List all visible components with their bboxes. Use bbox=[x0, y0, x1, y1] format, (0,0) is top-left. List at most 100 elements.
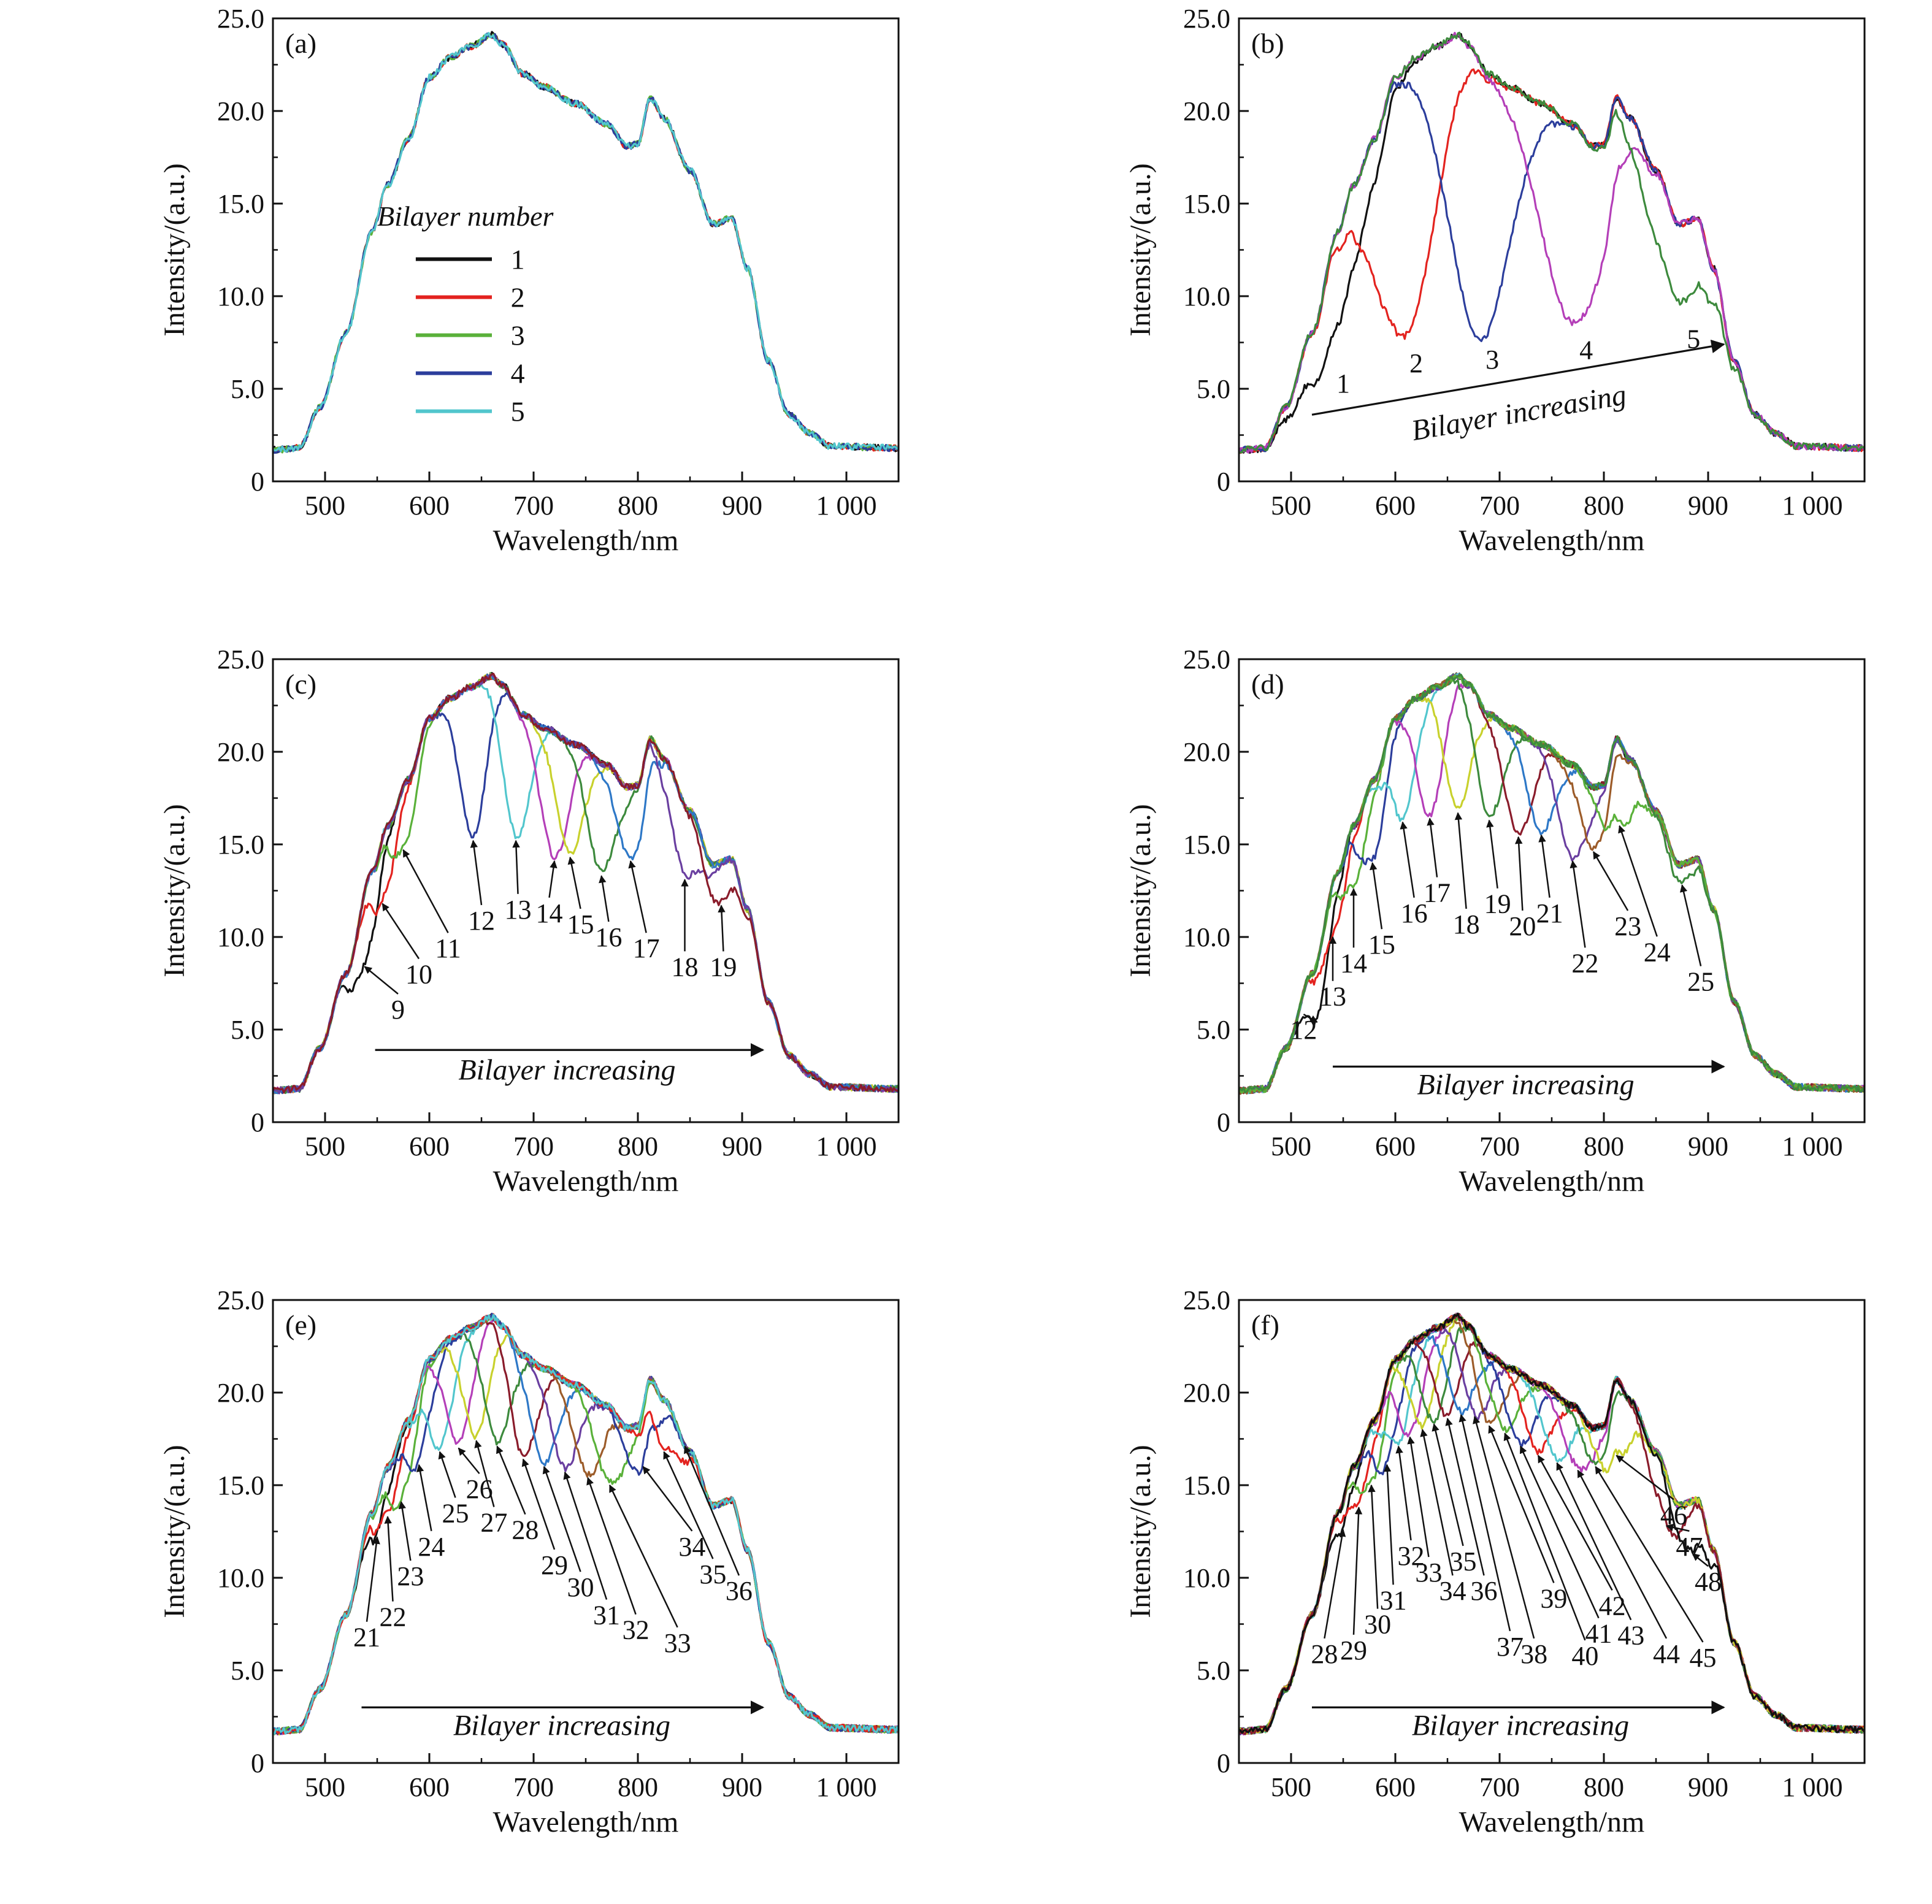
bilayer-label: 21 bbox=[353, 1623, 380, 1653]
minimum-pointer-arrow bbox=[1618, 825, 1658, 937]
bilayer-label: 48 bbox=[1695, 1567, 1722, 1597]
x-tick-label: 800 bbox=[1584, 1131, 1624, 1161]
y-tick-label: 0 bbox=[251, 467, 264, 497]
y-tick-label: 0 bbox=[1217, 467, 1230, 497]
minimum-pointer-arrow bbox=[1395, 1445, 1412, 1541]
panel-b: 500 600 700 800 900 1 000 0 5.0 10.0 15.0 20.0 25.0… bbox=[966, 0, 1932, 619]
minimum-pointer-arrow bbox=[628, 860, 647, 933]
series-line-17 bbox=[1239, 682, 1865, 1095]
y-tick-label: 20.0 bbox=[1183, 737, 1230, 767]
y-tick-label: 5.0 bbox=[1197, 374, 1230, 404]
legend-entry: 2 bbox=[511, 282, 525, 313]
bilayer-label: 18 bbox=[1453, 909, 1480, 939]
bilayer-increasing-text: Bilayer increasing bbox=[453, 1710, 670, 1742]
bilayer-label: 33 bbox=[664, 1628, 691, 1658]
minimum-pointer-arrow bbox=[1537, 1455, 1613, 1591]
bilayer-increasing-text: Bilayer increasing bbox=[458, 1054, 675, 1087]
y-tick-label: 5.0 bbox=[1197, 1656, 1230, 1686]
y-axis-label: Intensity/(a.u.) bbox=[1124, 1445, 1157, 1618]
y-tick-label: 10.0 bbox=[217, 922, 264, 952]
minimum-pointer-arrow bbox=[1454, 812, 1467, 909]
chart-e: 500 600 700 800 900 1 000 0 5.0 10.0 15.0 20.0 25.0… bbox=[158, 1285, 900, 1838]
bilayer-label: 27 bbox=[480, 1508, 507, 1538]
bilayer-label: 40 bbox=[1571, 1641, 1598, 1671]
bilayer-label: 28 bbox=[512, 1515, 539, 1545]
bilayer-label: 45 bbox=[1690, 1643, 1717, 1673]
minimum-pointer-arrow bbox=[1407, 1436, 1430, 1558]
bilayer-label: 41 bbox=[1585, 1619, 1612, 1649]
bilayer-label: 33 bbox=[1415, 1558, 1442, 1588]
minimum-pointer-arrow bbox=[1486, 819, 1498, 889]
minimum-pointer-arrow bbox=[366, 1536, 380, 1622]
panel-label: (f) bbox=[1251, 1309, 1279, 1340]
x-tick-label: 1 000 bbox=[816, 1772, 877, 1802]
bilayer-label: 14 bbox=[536, 898, 563, 928]
plot-frame bbox=[272, 658, 900, 1123]
y-tick-label: 10.0 bbox=[217, 281, 264, 312]
bilayer-label: 31 bbox=[593, 1600, 620, 1631]
minimum-pointer-arrow bbox=[1369, 862, 1383, 930]
x-tick-label: 500 bbox=[305, 1131, 345, 1161]
minimum-pointer-arrow bbox=[542, 1466, 581, 1572]
panel-label: (c) bbox=[285, 668, 316, 700]
minimum-pointer-arrow bbox=[1503, 1432, 1586, 1641]
bilayer-label: 15 bbox=[1368, 930, 1395, 960]
x-tick-label: 700 bbox=[513, 491, 554, 521]
y-tick-label: 10.0 bbox=[217, 1563, 264, 1593]
bilayer-label: 42 bbox=[1599, 1591, 1626, 1621]
bilayer-label: 4 bbox=[1579, 335, 1593, 365]
series-line-13 bbox=[273, 682, 899, 1094]
y-tick-label: 15.0 bbox=[1183, 1470, 1230, 1501]
bilayer-label: 47 bbox=[1676, 1532, 1703, 1562]
y-tick-label: 25.0 bbox=[217, 4, 264, 34]
x-axis-label: Wavelength/nm bbox=[493, 1165, 679, 1198]
bilayer-label: 22 bbox=[380, 1602, 407, 1632]
x-tick-label: 500 bbox=[1271, 491, 1311, 521]
bilayer-label: 43 bbox=[1617, 1621, 1644, 1651]
bilayer-label: 1 bbox=[1336, 369, 1350, 399]
panel-c: 500 600 700 800 900 1 000 0 5.0 10.0 15.0 20.0 25.0… bbox=[0, 641, 966, 1260]
y-tick-label: 20.0 bbox=[217, 1378, 264, 1408]
series-line-25 bbox=[1239, 673, 1865, 1094]
bilayer-label: 20 bbox=[1509, 911, 1536, 941]
y-tick-label: 5.0 bbox=[231, 1656, 264, 1686]
bilayer-increasing-arrow bbox=[1311, 339, 1725, 416]
bilayer-label: 26 bbox=[466, 1474, 493, 1504]
y-axis-label: Intensity/(a.u.) bbox=[158, 163, 191, 337]
bilayer-label: 34 bbox=[1439, 1576, 1466, 1606]
bilayer-label: 44 bbox=[1653, 1639, 1680, 1669]
plot-frame bbox=[272, 17, 900, 483]
bilayer-label: 29 bbox=[1340, 1635, 1367, 1665]
x-tick-label: 500 bbox=[305, 491, 345, 521]
bilayer-label: 15 bbox=[567, 909, 594, 939]
minimum-pointer-arrow bbox=[1679, 884, 1702, 966]
bilayer-label: 13 bbox=[505, 895, 532, 925]
bilayer-increasing-text: Bilayer increasing bbox=[1409, 378, 1628, 447]
minimum-pointer-arrow bbox=[1570, 860, 1586, 948]
chart-d: 500 600 700 800 900 1 000 0 5.0 10.0 15.0 20.0 25.0… bbox=[1124, 644, 1866, 1198]
x-tick-label: 800 bbox=[1584, 1772, 1624, 1802]
bilayer-increasing-text: Bilayer increasing bbox=[1412, 1710, 1629, 1742]
minimum-pointer-arrow bbox=[1665, 1523, 1690, 1532]
panel-e: 500 600 700 800 900 1 000 0 5.0 10.0 15.0 20.0 25.0… bbox=[0, 1282, 966, 1901]
x-tick-label: 600 bbox=[1375, 1772, 1416, 1802]
y-tick-label: 10.0 bbox=[1183, 281, 1230, 312]
minimum-pointer-arrow bbox=[1352, 1506, 1363, 1635]
bilayer-label: 18 bbox=[672, 952, 699, 982]
bilayer-label: 36 bbox=[726, 1576, 753, 1606]
series-group bbox=[1239, 672, 1865, 1095]
y-tick-label: 20.0 bbox=[217, 737, 264, 767]
x-tick-label: 700 bbox=[1479, 491, 1520, 521]
y-tick-label: 20.0 bbox=[1183, 1378, 1230, 1408]
bilayer-label: 14 bbox=[1340, 948, 1367, 978]
bilayer-label: 23 bbox=[1614, 911, 1641, 941]
minimum-pointer-arrow bbox=[1692, 1553, 1709, 1567]
bilayer-label: 25 bbox=[442, 1498, 469, 1528]
x-tick-label: 800 bbox=[618, 491, 658, 521]
y-tick-label: 25.0 bbox=[1183, 1285, 1230, 1315]
minimum-pointer-arrow bbox=[684, 1445, 740, 1576]
x-tick-label: 900 bbox=[722, 1131, 762, 1161]
bilayer-label: 13 bbox=[1319, 982, 1346, 1012]
minimum-pointer-arrow bbox=[402, 849, 449, 933]
minimum-pointer-arrow bbox=[1538, 834, 1551, 898]
